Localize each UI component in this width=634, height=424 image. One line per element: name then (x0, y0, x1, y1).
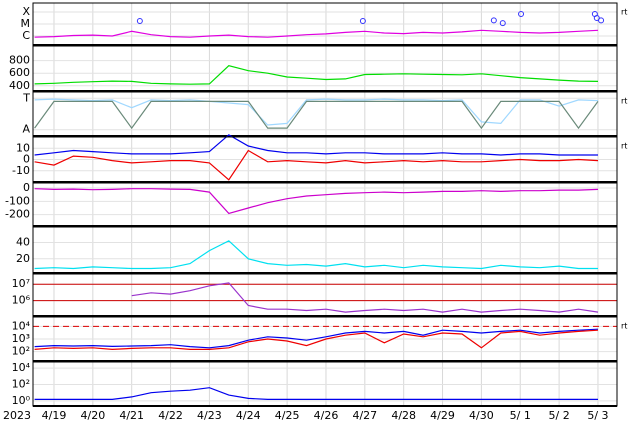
flare-marker (598, 17, 605, 24)
x-tick-label: 4/20 (80, 409, 105, 422)
panel-note: rt (621, 142, 627, 151)
y-tick-label: M (21, 17, 31, 30)
y-tick-label: T (22, 91, 30, 104)
x-tick-label: 4/22 (158, 409, 183, 422)
y-tick-label: -200 (5, 208, 30, 221)
flare-marker (359, 17, 366, 24)
y-tick-label: -100 (5, 194, 30, 207)
x-tick-label: 4/27 (352, 409, 377, 422)
series-line (34, 149, 599, 181)
series-line (34, 328, 599, 349)
series-line (34, 98, 599, 126)
y-tick-label: 800 (9, 54, 30, 67)
x-tick-label: 4/26 (314, 409, 339, 422)
series-line (34, 240, 598, 270)
y-tick-label: 20 (16, 252, 30, 265)
series-line (34, 100, 599, 130)
y-tick-label: 10⁷ (12, 277, 30, 290)
x-tick-label: 5/ 1 (510, 409, 531, 422)
series-line (34, 29, 599, 38)
y-tick-label: 0 (23, 153, 30, 166)
x-tick-label: 5/ 2 (549, 409, 570, 422)
y-tick-label: 10³ (12, 332, 30, 345)
x-tick-label: 4/24 (236, 409, 261, 422)
y-tick-label: 10² (12, 345, 30, 358)
y-tick-label: -10 (12, 164, 30, 177)
y-tick-label: 10² (12, 377, 30, 390)
flare-marker (518, 11, 525, 18)
y-tick-label: 40 (16, 235, 30, 248)
x-tick-label: 4/28 (391, 409, 416, 422)
panel-note: rt (621, 8, 627, 17)
x-tick-label: 4/23 (197, 409, 222, 422)
panel-note: rt (621, 97, 627, 106)
y-tick-label: 0 (23, 181, 30, 194)
y-tick-label: X (22, 5, 30, 18)
y-tick-label: A (22, 123, 30, 136)
y-tick-label: 10⁰ (12, 394, 31, 407)
y-tick-label: 10⁴ (12, 319, 31, 332)
y-tick-label: 600 (9, 66, 30, 79)
y-tick-label: C (22, 29, 30, 42)
x-tick-label: 4/29 (430, 409, 455, 422)
series-line (34, 188, 599, 215)
flare-marker (593, 14, 600, 21)
x-tick-label: 4/30 (469, 409, 494, 422)
panel-note: rt (621, 322, 627, 331)
y-tick-label: 10 (16, 141, 30, 154)
series-line (34, 65, 599, 85)
y-tick-label: 10⁶ (12, 294, 31, 307)
series-line (34, 134, 598, 156)
x-tick-label: 4/19 (42, 409, 67, 422)
series-line (131, 282, 599, 313)
flare-marker (499, 20, 506, 27)
series-line (34, 387, 598, 400)
y-tick-label: 400 (9, 79, 30, 92)
flare-marker (136, 17, 143, 24)
series-line (34, 329, 599, 351)
x-tick-label: 5/ 3 (587, 409, 608, 422)
year-label: 2023 (3, 409, 31, 422)
x-tick-label: 4/21 (119, 409, 144, 422)
y-tick-label: 10⁴ (12, 361, 31, 374)
flare-marker (490, 17, 497, 24)
x-tick-label: 4/25 (275, 409, 300, 422)
